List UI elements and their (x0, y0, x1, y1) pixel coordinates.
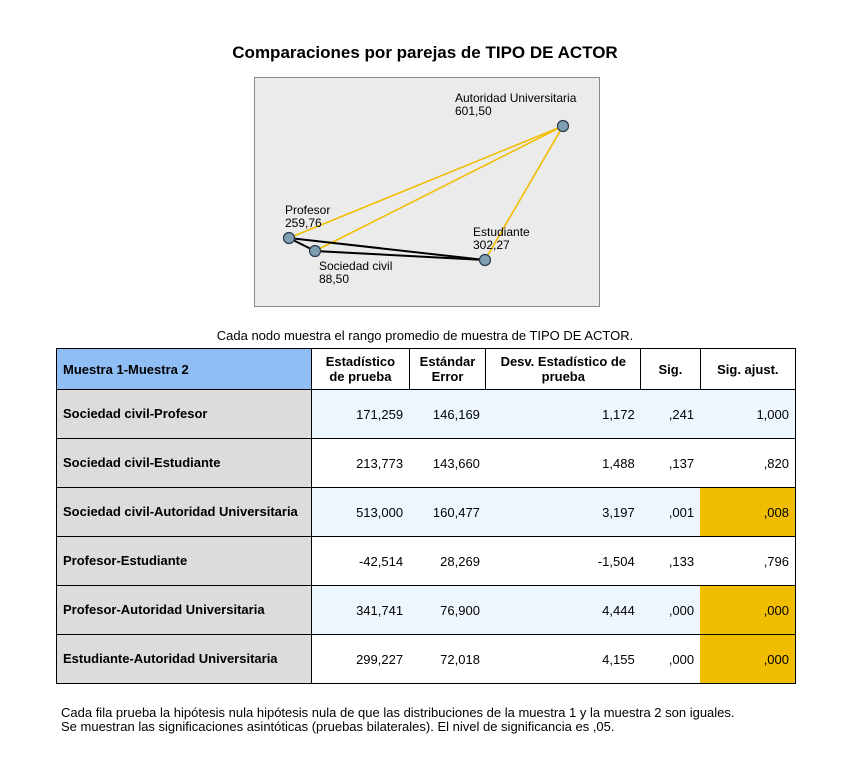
graph-caption: Cada nodo muestra el rango promedio de m… (216, 328, 634, 343)
table-header-row: Muestra 1-Muestra 2 Estadístico de prueb… (55, 348, 797, 390)
table-cell: ,000 (700, 585, 797, 635)
table-cell: 160,477 (409, 487, 486, 537)
table-cell: ,000 (640, 634, 701, 684)
column-header: Desv. Estadístico de prueba (485, 348, 642, 390)
node-label-sociedad: Sociedad civil (319, 259, 392, 273)
node-profesor (282, 231, 296, 245)
row-label: Sociedad civil-Profesor (55, 389, 313, 439)
table-cell: 341,741 (311, 585, 410, 635)
table-cell: 299,227 (311, 634, 410, 684)
table-cell: 4,155 (485, 634, 641, 684)
chart-title: Comparaciones por parejas de TIPO DE ACT… (232, 43, 618, 62)
footnote-line: Se muestran las significaciones asintóti… (61, 719, 615, 734)
table-cell: 513,000 (311, 487, 410, 537)
network-graph-panel: Autoridad Universitaria 601,50 Profesor 259… (254, 77, 600, 307)
row-label: Profesor-Estudiante (55, 536, 313, 586)
table-cell: ,137 (640, 438, 701, 488)
table-cell: -42,514 (311, 536, 410, 586)
node-value-autoridad: 601,50 (455, 104, 492, 118)
table-footnote: Cada fila prueba la hipótesis nula hipót… (61, 706, 801, 734)
edge-profesor-estudiante (288, 237, 486, 261)
row-label: Estudiante-Autoridad Universitaria (55, 634, 313, 684)
node-estudiante (478, 253, 492, 267)
column-header: Muestra 1-Muestra 2 (55, 348, 313, 390)
table-cell: -1,504 (485, 536, 641, 586)
edge-profesor-autoridad (288, 125, 564, 239)
node-label-profesor: Profesor (285, 203, 330, 217)
edge-sociedad-autoridad (314, 125, 564, 252)
table-row: Sociedad civil-Estudiante 213,773 143,660 1… (55, 438, 797, 488)
table-cell: 1,488 (485, 438, 641, 488)
table-cell: ,000 (700, 634, 797, 684)
table-cell: 1,000 (700, 389, 797, 439)
row-label: Sociedad civil-Autoridad Universitaria (55, 487, 313, 537)
table-cell: ,008 (700, 487, 797, 537)
column-header: Sig. ajust. (699, 348, 797, 390)
node-autoridad (556, 119, 570, 133)
table-cell: ,796 (700, 536, 797, 586)
table-cell: 28,269 (409, 536, 486, 586)
row-label: Profesor-Autoridad Universitaria (55, 585, 313, 635)
node-value-estudiante: 302,27 (473, 238, 510, 252)
table-cell: ,820 (700, 438, 797, 488)
table-cell: 213,773 (311, 438, 410, 488)
table-row: Estudiante-Autoridad Universitaria 299,22… (55, 634, 797, 684)
table-cell: 3,197 (485, 487, 641, 537)
edge-sociedad-estudiante (314, 250, 486, 261)
table-cell: 171,259 (311, 389, 410, 439)
column-header: Estadístico de prueba (311, 348, 410, 390)
column-header: Sig. (640, 348, 701, 390)
table-cell: 143,660 (409, 438, 486, 488)
row-label: Sociedad civil-Estudiante (55, 438, 313, 488)
footnote-line: Cada fila prueba la hipótesis nula hipót… (61, 705, 735, 720)
edge-estudiante-autoridad (484, 125, 564, 261)
table-cell: 1,172 (485, 389, 641, 439)
node-sociedad (308, 244, 322, 258)
table-cell: ,133 (640, 536, 701, 586)
node-value-sociedad: 88,50 (319, 272, 349, 286)
node-value-profesor: 259,76 (285, 216, 322, 230)
table-cell: 146,169 (409, 389, 486, 439)
column-header: Estándar Error (408, 348, 487, 390)
table-cell: 4,444 (485, 585, 641, 635)
table-cell: ,000 (640, 585, 701, 635)
table-row: Sociedad civil-Autoridad Universitaria 51… (55, 487, 797, 537)
node-label-autoridad: Autoridad Universitaria (455, 91, 577, 105)
pairwise-comparisons-table: Muestra 1-Muestra 2 Estadístico de prueb… (55, 348, 797, 684)
table-cell: ,241 (640, 389, 701, 439)
table-cell: ,001 (640, 487, 701, 537)
table-cell: 72,018 (409, 634, 486, 684)
table-row: Sociedad civil-Profesor 171,259 146,169 1,1… (55, 389, 797, 439)
node-label-estudiante: Estudiante (473, 225, 530, 239)
table-row: Profesor-Autoridad Universitaria 341,741 7… (55, 585, 797, 635)
table-cell: 76,900 (409, 585, 486, 635)
table-row: Profesor-Estudiante -42,514 28,269 -1,504,1… (55, 536, 797, 586)
